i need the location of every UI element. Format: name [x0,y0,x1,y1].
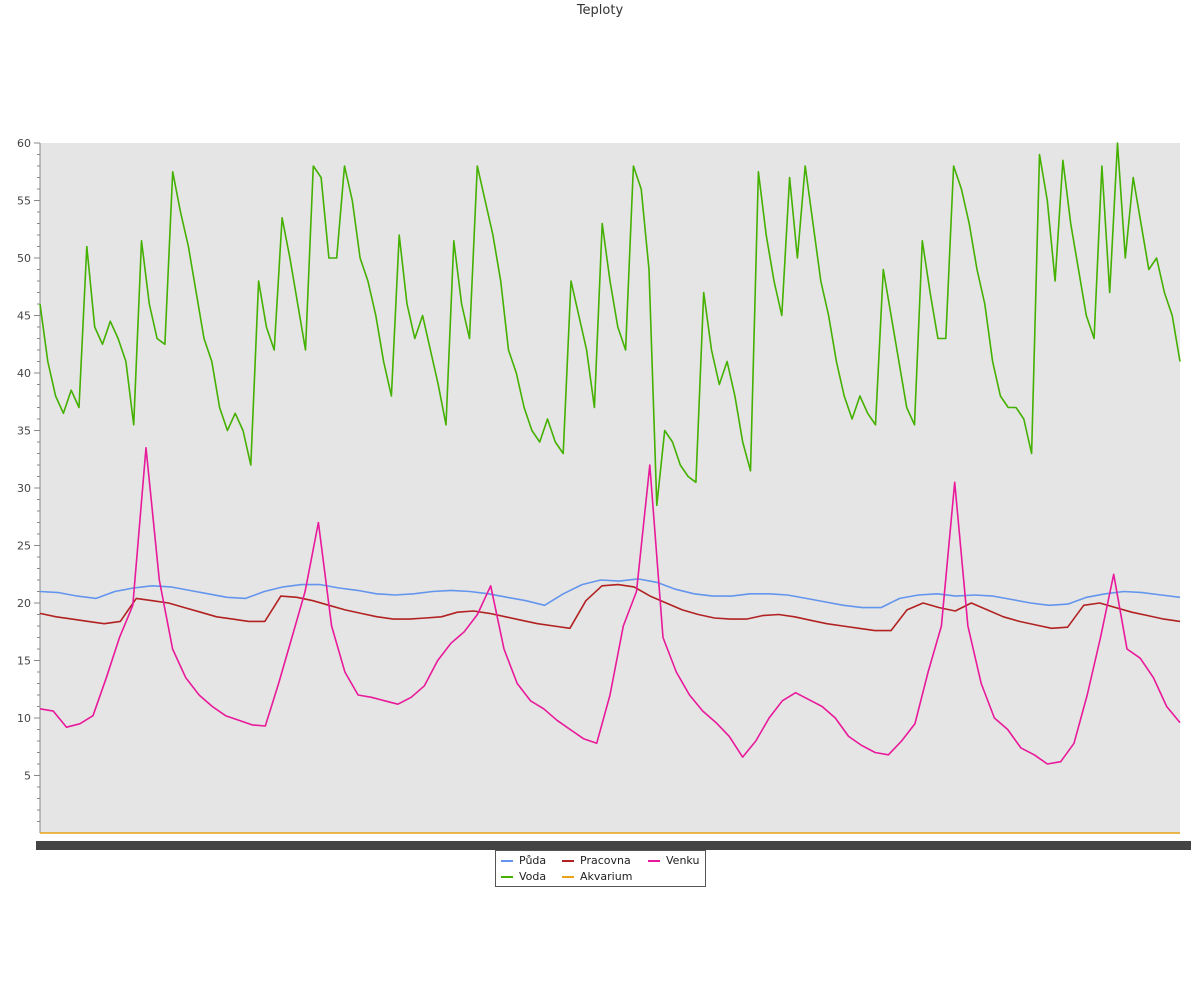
y-tick-label: 10 [17,712,31,725]
legend-swatch-pracovna [562,860,574,862]
chart-title: Teploty [576,3,624,18]
y-tick-label: 60 [17,137,31,150]
legend-swatch-venku [648,860,660,862]
series-line-venku [39,447,1181,765]
y-tick-label: 50 [17,252,31,265]
y-tick-label: 25 [17,540,31,553]
legend-item-venku: Venku [648,854,699,868]
x-axis-tick-band [36,841,1191,850]
y-tick-label: 45 [17,310,31,323]
legend-swatch-voda [501,876,513,878]
y-tick-label: 15 [17,655,31,668]
legend-swatch-puda [501,860,513,862]
legend-item-pracovna: Pracovna [562,854,631,868]
legend-label-voda: Voda [519,870,547,883]
legend-label-venku: Venku [666,854,700,867]
legend-item-akvarium: Akvarium [562,870,632,884]
legend-label-pracovna: Pracovna [580,854,631,867]
legend: Půda Pracovna Venku Voda Akvarium [495,850,706,887]
legend-swatch-akvarium [562,876,574,878]
legend-label-akvarium: Akvarium [580,870,633,883]
y-tick-label: 55 [17,195,31,208]
series-line-pracovna [39,583,1181,632]
y-ticks: 5 10 15 20 25 30 35 40 45 50 55 60 [17,137,40,822]
series-line-voda [39,142,1181,507]
plot-area [40,143,1180,833]
series-group [39,142,1181,834]
y-tick-label: 20 [17,597,31,610]
y-tick-label: 35 [17,425,31,438]
y-tick-label: 40 [17,367,31,380]
legend-item-puda: Půda [501,854,546,868]
y-tick-label: 5 [24,770,31,783]
y-tick-label: 30 [17,482,31,495]
series-line-p-da [39,578,1181,609]
legend-label-puda: Půda [519,854,547,867]
legend-item-voda: Voda [501,870,546,884]
